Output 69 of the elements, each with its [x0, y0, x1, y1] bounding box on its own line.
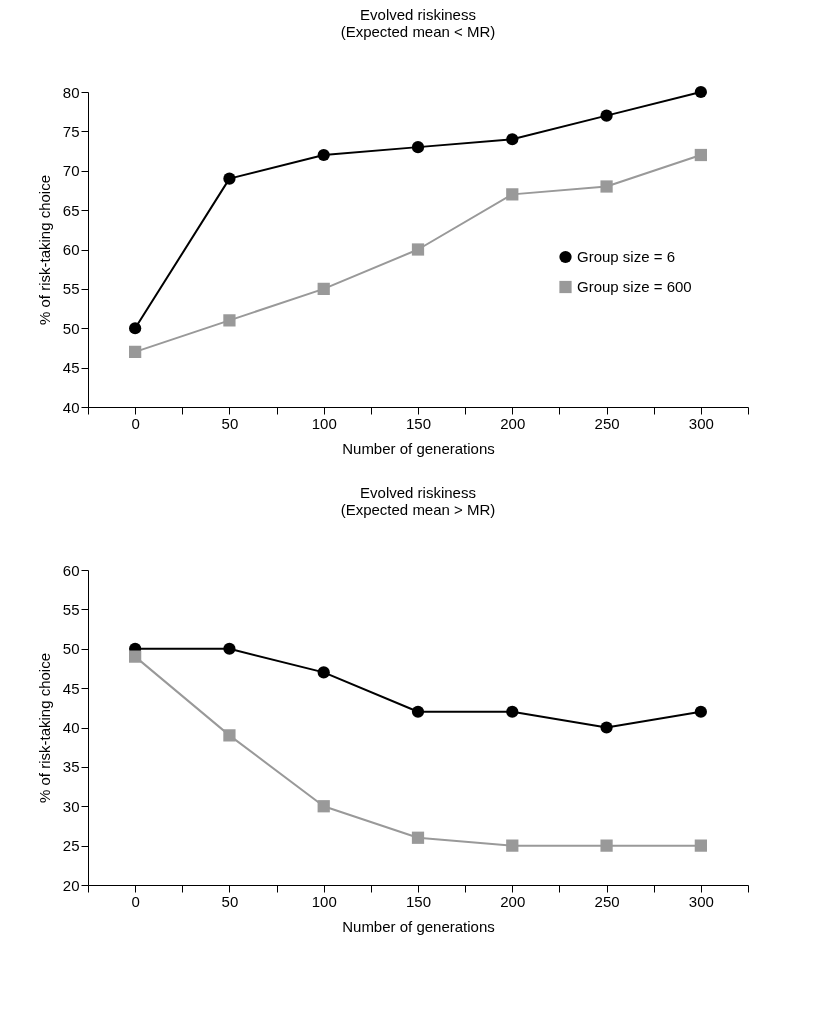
point — [317, 666, 330, 679]
y-tick-label: 60 — [62, 241, 80, 258]
x-tick-label: 150 — [405, 892, 432, 910]
y-tick-label: 50 — [62, 640, 80, 658]
x-tick-label: 250 — [594, 892, 620, 910]
point — [411, 831, 425, 844]
point — [506, 133, 519, 146]
y-tick-label: 70 — [62, 162, 80, 180]
point — [317, 282, 330, 295]
y-tick-label: 25 — [62, 837, 80, 855]
x-tick-label: 50 — [221, 892, 239, 910]
y-tick-label: 20 — [62, 876, 80, 894]
x-tick-label: 100 — [311, 414, 337, 432]
y-tick-label: 55 — [62, 280, 80, 298]
point — [129, 650, 142, 663]
y-tick-label: 45 — [62, 359, 80, 377]
y-axis-title: % of risk-taking choice — [35, 174, 53, 326]
x-tick-label: 150 — [405, 414, 432, 432]
chart-title: Evolved riskiness — [360, 6, 476, 23]
point — [600, 839, 613, 852]
point — [506, 188, 519, 201]
point — [694, 148, 707, 162]
point — [411, 705, 425, 718]
point — [223, 729, 236, 742]
point — [129, 322, 142, 335]
x-tick-label: 250 — [594, 414, 620, 432]
x-tick-label: 0 — [131, 892, 140, 910]
point — [600, 180, 613, 193]
point — [223, 314, 236, 327]
point — [317, 148, 330, 162]
y-tick-label: 65 — [62, 201, 80, 219]
y-tick-label: 35 — [62, 758, 80, 776]
y-tick-label: 50 — [62, 319, 80, 337]
point — [694, 85, 707, 99]
chart-subtitle: (Expected mean < MR) — [340, 23, 496, 40]
y-axis-title: % of risk-taking choice — [35, 652, 53, 804]
x-tick-label: 100 — [311, 892, 337, 910]
point — [411, 141, 425, 154]
legend-label: Group size = 6 — [577, 248, 675, 265]
point — [600, 109, 613, 122]
x-tick-label: 50 — [221, 414, 239, 432]
y-tick-label: 55 — [62, 600, 80, 618]
y-tick-label: 75 — [62, 122, 80, 140]
x-tick-label: 200 — [500, 414, 526, 432]
point — [223, 642, 236, 655]
point — [694, 839, 707, 852]
point — [600, 721, 613, 734]
point — [129, 345, 142, 358]
y-tick-label: 40 — [62, 719, 80, 736]
x-tick-label: 300 — [688, 414, 714, 432]
point — [694, 705, 707, 718]
point — [506, 705, 519, 718]
y-tick-label: 60 — [62, 561, 80, 579]
x-tick-label: 200 — [500, 892, 526, 910]
y-tick-label: 30 — [62, 797, 80, 815]
x-axis-title: Number of generations — [342, 439, 495, 457]
x-axis-title: Number of generations — [342, 917, 495, 935]
y-tick-label: 45 — [62, 679, 80, 697]
point — [506, 839, 519, 852]
chart-title: Evolved riskiness — [360, 484, 476, 501]
y-tick-label: 80 — [62, 83, 80, 101]
point — [317, 800, 330, 813]
y-tick-label: 40 — [62, 398, 80, 416]
legend-label: Group size = 600 — [577, 278, 692, 295]
point — [411, 243, 425, 256]
point — [223, 172, 236, 185]
chart-subtitle: (Expected mean > MR) — [340, 501, 496, 518]
x-tick-label: 0 — [131, 414, 140, 432]
x-tick-label: 300 — [688, 892, 714, 910]
